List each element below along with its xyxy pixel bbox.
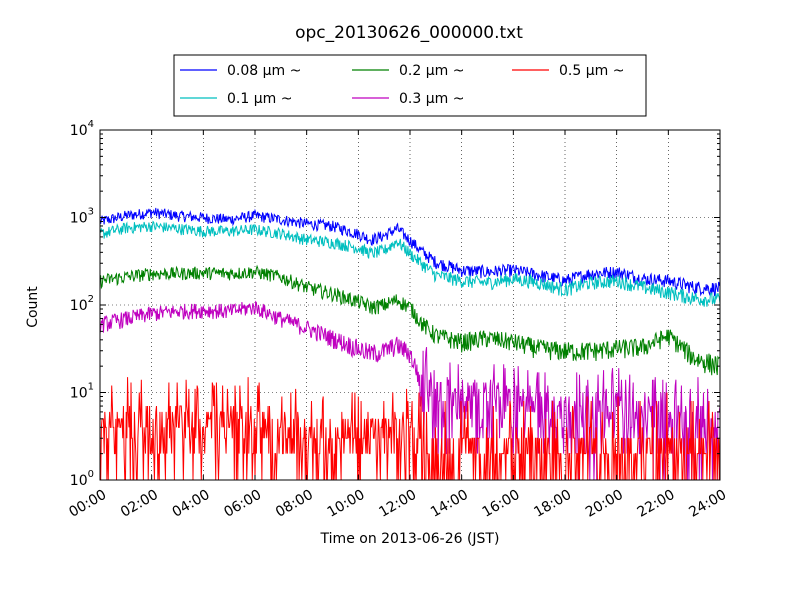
legend-label: 0.08 μm ~ [227,63,301,79]
series-line-1 [100,220,720,307]
x-tick-label: 24:00 [686,487,729,521]
x-tick-label: 22:00 [635,487,678,521]
x-tick-label: 04:00 [170,487,213,521]
series-line-0 [100,207,720,297]
x-tick-label: 08:00 [273,487,316,521]
x-tick-label: 06:00 [221,487,264,521]
series-line-2 [100,264,720,376]
y-tick-label: 102 [70,294,94,314]
y-tick-label: 103 [70,207,94,227]
series-line-4 [100,377,720,480]
x-tick-label: 16:00 [480,487,523,521]
chart-title: opc_20130626_000000.txt [295,23,523,43]
grid [100,130,720,480]
y-tick-label: 104 [70,119,94,139]
y-tick-label: 100 [70,469,94,489]
x-tick-label: 12:00 [376,487,419,521]
x-tick-label: 10:00 [325,487,368,521]
x-tick-label: 20:00 [583,487,626,521]
legend-label: 0.3 μm ~ [399,91,464,107]
legend-box [173,54,647,117]
x-tick-label: 00:00 [66,487,109,521]
legend-label: 0.5 μm ~ [559,63,624,79]
series-line-3 [100,300,720,480]
y-axis-label: Count [25,286,41,328]
x-tick-label: 18:00 [531,487,574,521]
x-tick-label: 14:00 [428,487,471,521]
y-tick-label: 101 [70,382,94,402]
x-tick-label: 02:00 [118,487,161,521]
series-group [100,207,720,480]
legend-label: 0.2 μm ~ [399,63,464,79]
legend: 0.08 μm ~ 0.1 μm ~ 0.2 μm ~ 0.3 μm ~ 0.5 μm … [173,54,647,117]
x-axis-label: Time on 2013-06-26 (JST) [320,531,500,547]
legend-label: 0.1 μm ~ [227,91,292,107]
